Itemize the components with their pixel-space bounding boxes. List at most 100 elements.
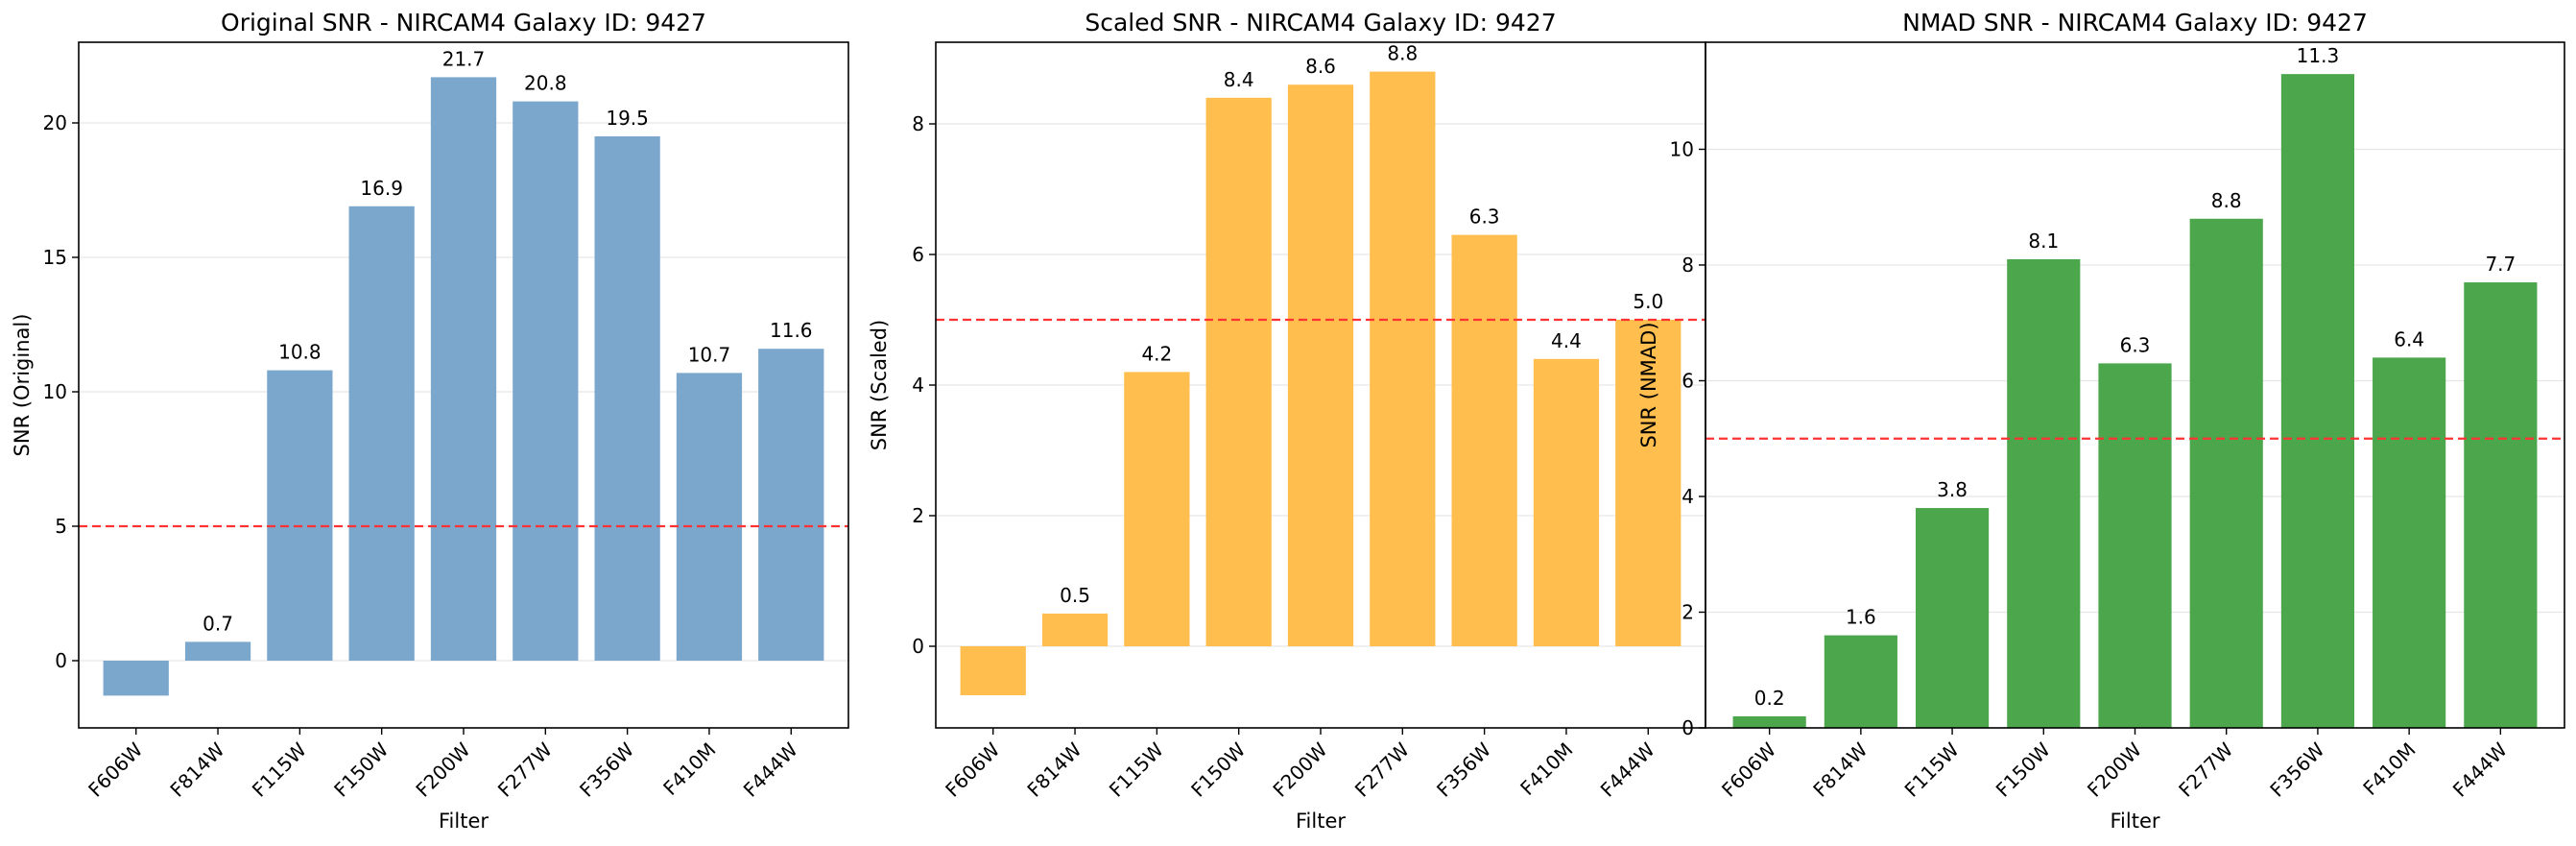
y-tick-label: 6 (912, 243, 924, 266)
bar-F115W (1124, 372, 1190, 646)
data-label: 0.5 (1060, 584, 1090, 607)
y-tick-label: 0 (912, 635, 924, 658)
bar-F606W (103, 661, 169, 696)
x-tick-label: F150W (1186, 737, 1250, 801)
x-tick-label: F410M (2358, 738, 2420, 800)
data-label: 8.1 (2028, 230, 2059, 253)
bar-F150W (1205, 97, 1272, 647)
x-tick-label: F814W (165, 737, 228, 801)
x-tick-label: F150W (1992, 737, 2055, 801)
data-label: 3.8 (1937, 478, 1968, 501)
bar-F444W (758, 349, 824, 661)
x-tick-label: F115W (1105, 737, 1168, 801)
data-label: 16.9 (360, 177, 403, 200)
bar-F444W (1615, 320, 1682, 646)
data-label: 8.4 (1224, 68, 1254, 91)
bar-F356W (1451, 234, 1517, 646)
y-tick-label: 5 (55, 515, 67, 538)
bar-F277W (2189, 218, 2263, 728)
y-tick-label: 6 (1682, 369, 1694, 392)
data-label: 8.8 (2211, 189, 2242, 212)
bar-F200W (1287, 85, 1354, 646)
bar-F150W (348, 205, 415, 662)
y-tick-label: 2 (912, 504, 924, 527)
x-axis-label: Filter (2110, 810, 2159, 833)
x-tick-label: F356W (1432, 737, 1495, 801)
data-label: 10.8 (278, 341, 322, 364)
data-label: 1.6 (1846, 606, 1876, 629)
y-tick-label: 10 (1670, 137, 1694, 160)
bar-F277W (513, 101, 579, 662)
data-label: 21.7 (442, 47, 486, 70)
data-label: 4.4 (1551, 329, 1582, 352)
y-tick-label: 4 (1682, 485, 1694, 508)
data-label: 8.6 (1305, 55, 1336, 78)
x-tick-label: F356W (2265, 737, 2328, 801)
bar-F200W (2098, 363, 2172, 728)
y-tick-label: 8 (912, 112, 924, 135)
bar-F356W (594, 136, 660, 661)
y-tick-label: 15 (43, 246, 67, 269)
x-tick-label: F606W (941, 737, 1004, 801)
y-tick-label: 0 (1682, 716, 1694, 739)
bar-F410M (2373, 357, 2446, 728)
chart-title: Original SNR - NIRCAM4 Galaxy ID: 9427 (221, 9, 706, 36)
bar-F356W (2280, 74, 2355, 729)
data-label: 6.3 (2120, 333, 2151, 356)
x-tick-label: F814W (1022, 737, 1085, 801)
x-tick-label: F814W (1808, 737, 1872, 801)
bar-F814W (1041, 614, 1109, 646)
chart-panel-1: 0.7 10.8 16.9 21.7 20.8 19.5 10.7 11.6 0 5 10 15 20 F… (11, 9, 849, 833)
chart-panel-3: 0.2 1.6 3.8 8.1 6.3 8.8 11.3 6.4 7.7 0 2 4 6 8 10 F606W… (1637, 9, 2565, 833)
x-tick-label: F606W (1717, 737, 1780, 801)
y-tick-label: 4 (912, 374, 924, 397)
bar-F606W (1732, 715, 1806, 728)
data-label: 10.7 (688, 343, 731, 366)
x-tick-label: F277W (1350, 737, 1414, 801)
bar-F606W (960, 646, 1026, 695)
chart-panel-2: 0.5 4.2 8.4 8.6 8.8 6.3 4.4 5.0 0 2 4 6 8 F606W F814W F… (868, 9, 1706, 833)
data-label: 8.8 (1387, 42, 1418, 65)
bar-F277W (1370, 71, 1436, 647)
x-axis-label: Filter (1296, 810, 1346, 833)
bar-F115W (1915, 508, 1990, 728)
bar-F200W (430, 77, 497, 661)
y-tick-label: 0 (55, 649, 67, 672)
bar-F814W (1824, 635, 1897, 728)
x-tick-label: F150W (329, 737, 393, 801)
bar-F115W (267, 370, 333, 661)
x-tick-label: F410M (1515, 738, 1577, 800)
y-axis-label: SNR (NMAD) (1637, 322, 1660, 447)
data-label: 20.8 (524, 72, 567, 95)
bar-F150W (2007, 258, 2081, 728)
x-tick-label: F277W (2174, 737, 2237, 801)
y-axis-label: SNR (Scaled) (868, 320, 891, 451)
x-tick-label: F444W (1596, 737, 1659, 801)
data-label: 11.6 (770, 319, 813, 342)
y-tick-label: 8 (1682, 254, 1694, 277)
chart-title: Scaled SNR - NIRCAM4 Galaxy ID: 9427 (1085, 9, 1556, 36)
x-tick-label: F200W (1268, 737, 1331, 801)
chart-title: NMAD SNR - NIRCAM4 Galaxy ID: 9427 (1902, 9, 2368, 36)
bar-F410M (1533, 358, 1600, 646)
bar-F410M (676, 373, 743, 661)
data-label: 0.7 (203, 612, 233, 635)
y-tick-label: 2 (1682, 600, 1694, 623)
data-label: 0.2 (1754, 687, 1785, 710)
y-axis-label: SNR (Original) (11, 314, 34, 457)
y-tick-label: 10 (43, 380, 67, 403)
bar-F444W (2464, 282, 2538, 728)
data-label: 6.3 (1469, 205, 1500, 229)
data-label: 7.7 (2485, 253, 2516, 276)
x-tick-label: F356W (575, 737, 638, 801)
x-tick-label: F277W (493, 737, 557, 801)
x-tick-label: F444W (739, 737, 802, 801)
y-tick-label: 20 (43, 111, 67, 134)
x-tick-label: F444W (2448, 737, 2512, 801)
x-tick-label: F606W (83, 737, 147, 801)
data-label: 6.4 (2394, 327, 2424, 350)
x-tick-label: F115W (1900, 737, 1964, 801)
data-label: 5.0 (1633, 290, 1663, 313)
x-tick-label: F200W (2083, 737, 2146, 801)
